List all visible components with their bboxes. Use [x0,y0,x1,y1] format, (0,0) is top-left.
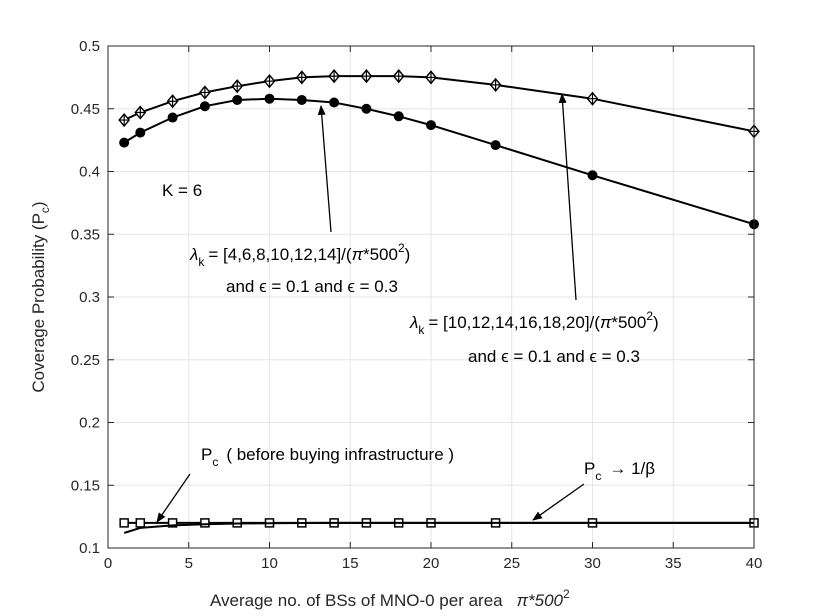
data-point [296,94,307,105]
data-point-cross [490,78,501,91]
x-tick-label: 10 [261,555,278,572]
data-point-cross [264,75,275,88]
series-layer [118,69,760,534]
data-point [329,97,340,108]
y-tick-label: 0.45 [71,101,100,118]
y-tick-label: 0.25 [71,352,100,369]
data-point [200,518,210,528]
data-point [264,93,275,104]
data-point [587,170,598,181]
data-point [199,101,210,112]
data-point-cross [119,114,130,127]
annotation-lambda-group-1: λk = [4,6,8,10,12,14]/(π*5002) [189,241,410,269]
annotation-epsilon-group-1: and ϵ = 0.1 and ϵ = 0.3 [226,277,398,296]
data-point-cross [167,95,178,108]
x-tick-label: 35 [665,555,682,572]
data-point-cross [135,106,146,119]
annotation-before-infrastructure: Pc( before buying infrastructure ) [201,445,454,469]
data-point [167,112,178,123]
data-point [232,94,243,105]
series-4 [123,521,754,534]
x-tick-label: 15 [342,555,359,572]
x-axis-label-pi: π*500 [517,591,564,610]
x-tick-label: 5 [185,555,193,572]
series-line [123,75,755,133]
x-tick-label: 0 [104,555,112,572]
x-tick-label: 40 [746,555,763,572]
series-line [123,97,755,226]
data-point-cross [393,70,404,83]
data-point [119,137,130,148]
y-tick-label: 0.5 [79,38,100,55]
y-tick-label: 0.3 [79,289,100,306]
y-axis-label-sub: c [38,207,52,213]
x-tick-label: 20 [423,555,440,572]
x-tick-label: 30 [584,555,601,572]
y-axis-label: Coverage Probability (Pc) [29,201,52,392]
data-point [135,518,146,528]
series-2 [119,93,759,230]
k-label: K = 6 [162,181,202,200]
data-point [135,127,146,138]
x-axis-label: Average no. of BSs of MNO-0 per area π*50… [210,587,570,610]
data-point-cross [296,71,307,84]
arrow-group-2 [558,93,577,301]
data-point [167,518,178,528]
series-line [123,521,754,534]
annotation-epsilon-group-2: and ϵ = 0.1 and ϵ = 0.3 [468,347,640,366]
data-point [361,103,372,114]
arrow-limit [532,483,585,521]
tick-layer: 0 5 10 15 20 25 30 35 40 0.1 0.15 0.2 0.25 0.3 0.35 0.4… [71,38,763,572]
data-point [426,120,436,131]
y-tick-label: 0.35 [71,226,100,243]
data-point [490,140,501,151]
data-point-cross [329,70,340,83]
annotation-lambda-group-2: λk = [10,12,14,16,18,20]/(π*5002) [409,309,659,337]
x-axis-label-sup: 2 [563,587,570,601]
data-point-cross [426,71,436,84]
data-point-cross [232,80,243,93]
data-point [119,518,129,528]
arrow-before-infrastructure [156,473,191,523]
y-tick-label: 0.2 [79,415,100,432]
data-point-cross [199,86,210,99]
data-point [393,111,404,122]
y-tick-label: 0.15 [71,477,100,494]
y-tick-label: 0.4 [79,164,100,181]
x-tick-label: 25 [503,555,520,572]
arrow-group-1 [317,105,332,233]
annotation-limit: Pc → 1/β [584,459,655,483]
data-point-cross [587,92,598,105]
y-tick-label: 0.1 [79,540,100,557]
series-1 [118,69,760,139]
data-point-cross [361,70,372,83]
